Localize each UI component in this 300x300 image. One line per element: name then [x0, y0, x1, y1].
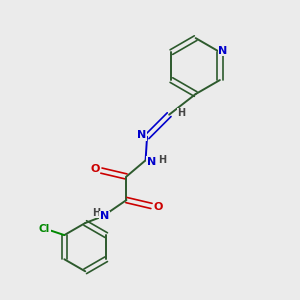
Text: N: N — [137, 130, 146, 140]
Text: N: N — [147, 157, 156, 167]
Text: O: O — [90, 164, 100, 174]
Text: H: H — [158, 155, 166, 165]
Text: O: O — [153, 202, 163, 212]
Text: N: N — [100, 211, 109, 221]
Text: N: N — [218, 46, 227, 56]
Text: H: H — [92, 208, 101, 218]
Text: H: H — [177, 108, 186, 118]
Text: Cl: Cl — [39, 224, 50, 234]
